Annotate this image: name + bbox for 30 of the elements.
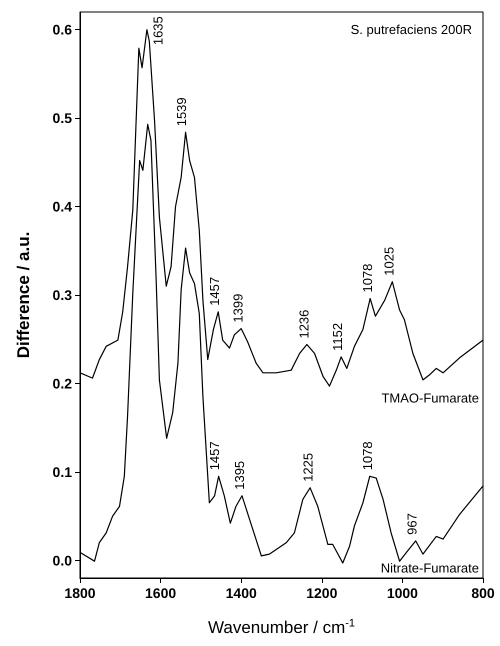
- annotation: 1395: [232, 460, 248, 490]
- x-tick-label: 1400: [226, 585, 257, 601]
- annotation: 1399: [230, 294, 246, 323]
- y-tick-label: 0.3: [52, 287, 72, 303]
- y-tick-label: 0.5: [52, 110, 72, 126]
- y-tick-label: 0.0: [52, 552, 72, 568]
- annotation: 1025: [381, 246, 396, 276]
- y-tick-label: 0.2: [52, 375, 72, 392]
- annotation: 1078: [360, 264, 375, 293]
- x-tick-label: 800: [471, 585, 495, 601]
- y-axis-title: Difference / a.u.: [14, 232, 33, 358]
- y-tick-label: 0.6: [52, 22, 72, 38]
- x-tick-label: 1000: [386, 585, 418, 601]
- x-tick-label: 1800: [64, 585, 96, 601]
- annotation: 1539: [174, 97, 190, 126]
- annotation: 1457: [207, 276, 222, 306]
- series-label: Nitrate-Fumarate: [380, 560, 479, 576]
- annotation: 1457: [207, 441, 222, 470]
- x-tick-label: 1200: [306, 585, 338, 601]
- annotation: 1236: [296, 310, 312, 339]
- annotation: 1078: [360, 441, 375, 470]
- x-tick-label: 1600: [145, 585, 176, 601]
- annotation: 1152: [330, 322, 346, 351]
- annotation: 1225: [300, 452, 316, 482]
- annotation: 967: [404, 513, 420, 535]
- y-tick-label: 0.1: [52, 464, 72, 480]
- series-label: TMAO-Fumarate: [381, 390, 479, 406]
- annotation: 1635: [150, 16, 166, 46]
- y-tick-label: 0.4: [52, 198, 72, 215]
- text: S. putrefaciens 200R: [350, 22, 472, 37]
